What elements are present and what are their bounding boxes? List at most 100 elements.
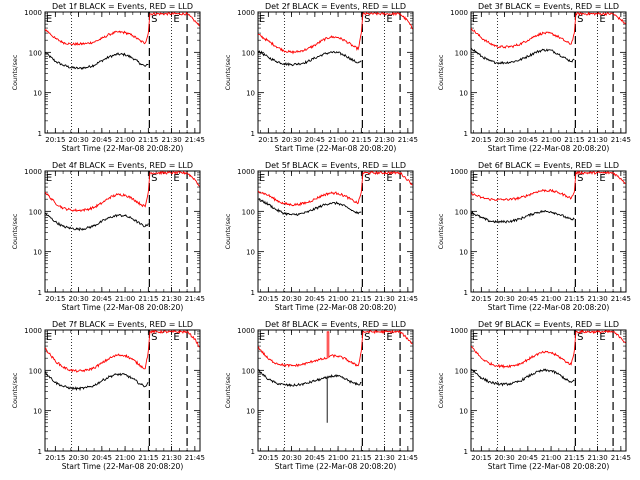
x-tick-label: 20:15 <box>258 454 278 462</box>
x-axis-label: Start Time (22-Mar-08 20:08:20) <box>275 144 397 153</box>
y-tick-label: 100 <box>242 367 255 375</box>
x-tick-label: 20:30 <box>494 454 514 462</box>
x-tick-label: 21:45 <box>185 454 205 462</box>
y-tick-label: 1 <box>464 130 468 138</box>
lld-series-line <box>471 171 626 202</box>
plot-frame <box>257 11 414 134</box>
y-tick-label: 100 <box>29 49 42 57</box>
x-tick-label: 21:45 <box>398 295 418 303</box>
x-tick-label: 21:15 <box>138 136 158 144</box>
x-tick-label: 20:15 <box>45 295 65 303</box>
y-tick-label: 10 <box>246 249 255 257</box>
y-tick-label: 1000 <box>24 9 42 17</box>
event-marker-label: S <box>577 173 583 184</box>
y-tick-label: 100 <box>242 208 255 216</box>
x-tick-label: 21:30 <box>587 136 607 144</box>
x-tick-label: 21:00 <box>115 295 135 303</box>
detector-panel: Det 5f BLACK = Events, RED = LLD 1 10 100 10… <box>224 161 418 312</box>
x-tick-label: 21:00 <box>541 454 561 462</box>
y-tick-label: 1 <box>251 289 255 297</box>
event-marker-label: E <box>173 173 179 184</box>
x-tick-label: 21:30 <box>161 295 181 303</box>
panel-title: Det 4f BLACK = Events, RED = LLD <box>52 161 193 170</box>
detector-panel: Det 4f BLACK = Events, RED = LLD 1 10 100 10… <box>11 161 205 312</box>
x-tick-label: 21:00 <box>328 454 348 462</box>
x-axis-label: Start Time (22-Mar-08 20:08:20) <box>488 462 610 471</box>
x-tick-label: 20:45 <box>92 295 112 303</box>
y-tick-label: 10 <box>459 408 468 416</box>
x-tick-label: 20:15 <box>471 295 491 303</box>
y-tick-label: 1 <box>464 289 468 297</box>
event-marker-label: S <box>577 332 583 343</box>
x-tick-label: 21:15 <box>564 136 584 144</box>
events-series-line <box>258 197 362 217</box>
x-axis-label: Start Time (22-Mar-08 20:08:20) <box>62 144 184 153</box>
plot-frame <box>44 170 201 293</box>
event-marker-label: E <box>386 332 392 343</box>
x-tick-label: 20:30 <box>494 295 514 303</box>
event-marker-label: E <box>599 173 605 184</box>
x-tick-label: 21:00 <box>541 295 561 303</box>
x-axis-label: Start Time (22-Mar-08 20:08:20) <box>488 303 610 312</box>
x-tick-label: 21:45 <box>611 136 631 144</box>
plot-frame <box>470 329 627 452</box>
panel-title: Det 1f BLACK = Events, RED = LLD <box>52 2 193 11</box>
x-tick-label: 20:45 <box>518 136 538 144</box>
events-series-line <box>471 368 575 387</box>
x-tick-label: 21:45 <box>185 295 205 303</box>
detector-panel: Det 7f BLACK = Events, RED = LLD 1 10 100 10… <box>11 320 205 471</box>
event-marker-label: E <box>173 332 179 343</box>
x-tick-label: 21:15 <box>564 454 584 462</box>
x-tick-label: 21:15 <box>138 454 158 462</box>
panel-title: Det 7f BLACK = Events, RED = LLD <box>52 320 193 329</box>
y-tick-label: 1 <box>38 130 42 138</box>
y-tick-label: 10 <box>459 90 468 98</box>
plot-frame <box>470 170 627 293</box>
lld-series-line <box>471 330 626 369</box>
y-tick-label: 1000 <box>237 168 255 176</box>
x-tick-label: 21:15 <box>351 295 371 303</box>
lld-series-line <box>258 12 413 55</box>
x-tick-label: 20:30 <box>281 136 301 144</box>
event-marker-label: E <box>599 14 605 25</box>
plot-frame <box>257 329 414 452</box>
plot-frame <box>257 170 414 293</box>
panel-title: Det 3f BLACK = Events, RED = LLD <box>478 2 619 11</box>
lld-series-line <box>258 171 413 207</box>
detector-panel: Det 1f BLACK = Events, RED = LLD 1 10 100 10… <box>11 2 205 153</box>
x-tick-label: 20:45 <box>305 295 325 303</box>
x-tick-label: 21:45 <box>611 454 631 462</box>
x-tick-label: 20:30 <box>68 136 88 144</box>
event-marker-label: E <box>46 173 52 184</box>
y-tick-label: 1000 <box>24 327 42 335</box>
y-tick-label: 1000 <box>450 168 468 176</box>
event-marker-label: S <box>151 173 157 184</box>
x-tick-label: 20:15 <box>258 136 278 144</box>
x-axis-label: Start Time (22-Mar-08 20:08:20) <box>275 462 397 471</box>
panel-title: Det 6f BLACK = Events, RED = LLD <box>478 161 619 170</box>
plot-frame <box>470 11 627 134</box>
x-tick-label: 21:00 <box>328 136 348 144</box>
event-marker-label: S <box>151 332 157 343</box>
lld-series-line <box>45 330 200 373</box>
panel-title: Det 5f BLACK = Events, RED = LLD <box>265 161 406 170</box>
x-tick-label: 20:30 <box>281 295 301 303</box>
x-tick-label: 21:00 <box>115 136 135 144</box>
x-tick-label: 20:30 <box>494 136 514 144</box>
x-tick-label: 21:15 <box>138 295 158 303</box>
x-tick-label: 20:30 <box>281 454 301 462</box>
detector-panel: Det 6f BLACK = Events, RED = LLD 1 10 100 10… <box>437 161 631 312</box>
event-marker-label: E <box>386 173 392 184</box>
events-series-line <box>45 371 149 392</box>
y-tick-label: 1 <box>464 448 468 456</box>
y-tick-label: 10 <box>33 408 42 416</box>
events-series-line <box>258 369 362 423</box>
x-axis-label: Start Time (22-Mar-08 20:08:20) <box>62 462 184 471</box>
y-tick-label: 10 <box>246 90 255 98</box>
event-marker-label: E <box>46 14 52 25</box>
detector-panel: Det 8f BLACK = Events, RED = LLD 1 10 100 10… <box>224 320 418 471</box>
y-tick-label: 100 <box>455 49 468 57</box>
event-marker-label: E <box>46 332 52 343</box>
event-marker-label: S <box>577 14 583 25</box>
detector-panel: Det 3f BLACK = Events, RED = LLD 1 10 100 10… <box>437 2 631 153</box>
